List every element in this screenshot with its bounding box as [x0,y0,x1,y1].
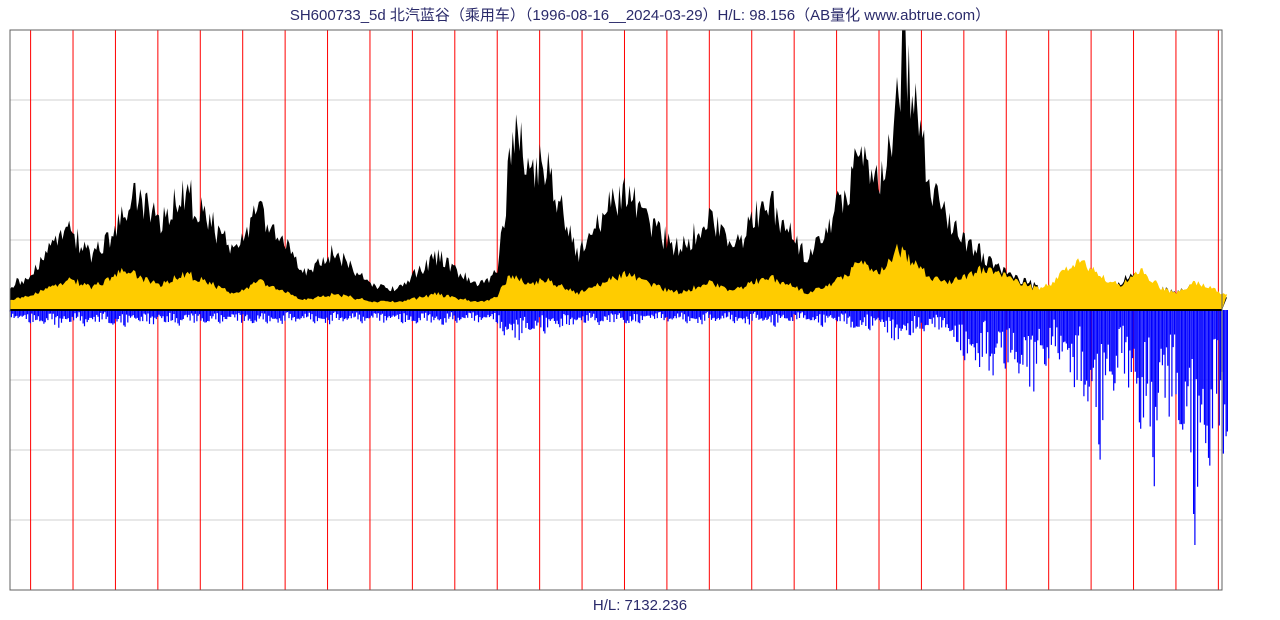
chart-footer: H/L: 7132.236 [0,597,1280,614]
stock-chart: SH600733_5d 北汽蓝谷（乘用车）（1996-08-16__2024-0… [0,0,1280,620]
chart-plot-area [0,0,1280,620]
